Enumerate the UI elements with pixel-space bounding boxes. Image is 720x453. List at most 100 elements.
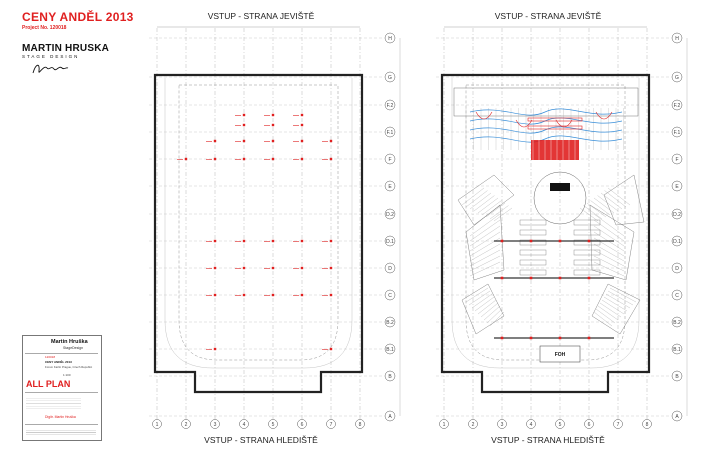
rigging-point — [271, 266, 275, 270]
grid-row-bubble — [671, 316, 683, 328]
rigging-point — [300, 266, 304, 270]
grid-column-bubble — [210, 419, 220, 429]
rigging-point — [271, 139, 275, 143]
lighting-bar — [527, 117, 583, 122]
grid-column-label: 7 — [330, 422, 333, 428]
rigging-point — [213, 293, 217, 297]
seating-row — [607, 290, 634, 306]
grid-row-label: D.1 — [673, 239, 681, 245]
central-platform — [533, 171, 587, 225]
grid-column-label: 1 — [443, 422, 446, 428]
grid-row-label: F.2 — [387, 103, 394, 109]
seating-row — [597, 195, 619, 212]
seating-row — [489, 205, 509, 220]
seating-row — [493, 207, 513, 222]
seating-row — [593, 255, 625, 272]
rigging-point — [184, 157, 188, 161]
grid-row-label: A — [388, 414, 392, 420]
rigging-point — [271, 239, 275, 243]
rigging-point — [213, 239, 217, 243]
grid-column-bubble — [326, 419, 336, 429]
seating-section — [461, 283, 505, 335]
grid-row-bubble — [671, 410, 683, 422]
seating-row — [597, 305, 619, 321]
table-row — [573, 229, 601, 236]
grid-row-bubble — [384, 126, 396, 138]
seating-row — [469, 261, 501, 277]
seating-row — [593, 261, 625, 277]
table-row — [519, 219, 547, 226]
seating-row — [593, 197, 615, 214]
grid-row-label: F — [388, 157, 391, 163]
seating-section — [457, 174, 515, 226]
grid-row-bubble — [671, 71, 683, 83]
seating-row — [604, 190, 627, 208]
grid-row-bubble — [671, 370, 683, 382]
grid-row-bubble — [671, 289, 683, 301]
truss-hang-point — [587, 239, 591, 243]
right-plan: 1 2 3 4 5 6 7 8 H G F.2 F.1 F E D.2 D.1 D C B.2 B.1 B A FOH — [436, 26, 688, 429]
truss-hang-point — [500, 336, 504, 340]
table-row — [519, 229, 547, 236]
grid-row-label: F.1 — [674, 130, 681, 136]
seating-row — [473, 195, 495, 212]
left-bottom-label: VSTUP - STRANA HLEDIŠTĚ — [204, 435, 318, 445]
grid-row-bubble — [671, 99, 683, 111]
rigging-point — [242, 157, 246, 161]
truss-hang-point — [587, 276, 591, 280]
rigging-point — [242, 266, 246, 270]
stamp-scale: 1:100 — [63, 373, 71, 377]
seating-row — [609, 287, 637, 303]
grid-row-bubble — [671, 208, 683, 220]
seating-row — [461, 187, 485, 206]
grid-row-label: G — [675, 75, 679, 81]
table-row — [519, 239, 547, 246]
seating-row — [469, 225, 501, 247]
grid-row-bubble — [384, 99, 396, 111]
seating-row — [469, 243, 501, 262]
rigging-point — [242, 113, 246, 117]
grid-column-bubble — [239, 419, 249, 429]
grid-row-bubble — [384, 32, 396, 44]
grid-row-label: E — [675, 184, 679, 190]
project-number: Project No. 120018 — [22, 25, 67, 31]
rigging-point — [213, 266, 217, 270]
stamp-venue: Forum Karlín Prague, Czech Republic — [45, 365, 93, 369]
grid-row-label: H — [388, 36, 392, 42]
grid-row-bubble — [384, 235, 396, 247]
grid-row-label: D — [388, 266, 392, 272]
rigging-point — [213, 157, 217, 161]
rigging-truss — [469, 126, 623, 134]
grid-row-label: B.2 — [386, 320, 394, 326]
seating-row — [477, 197, 499, 214]
seating-section — [603, 174, 645, 226]
grid-column-bubble — [613, 419, 623, 429]
right-bottom-label: VSTUP - STRANA HLEDIŠTĚ — [491, 435, 605, 445]
grid-column-bubble — [297, 419, 307, 429]
seating-row — [586, 202, 607, 218]
rigging-point — [300, 113, 304, 117]
grid-column-label: 5 — [559, 422, 562, 428]
rigging-truss — [469, 135, 623, 143]
grid-row-label: B.2 — [673, 320, 681, 326]
grid-column-bubble — [268, 419, 278, 429]
seating-row — [465, 190, 488, 208]
seating-row — [480, 302, 499, 318]
lighting-bar — [527, 125, 583, 130]
rigging-point — [242, 139, 246, 143]
grid-column-bubble — [439, 419, 449, 429]
seating-row — [483, 305, 501, 321]
rigging-point — [300, 157, 304, 161]
seating-row — [599, 302, 622, 318]
rigging-point — [329, 157, 333, 161]
grid-column-label: 2 — [472, 422, 475, 428]
truss-hang-point — [558, 276, 562, 280]
rigging-point — [300, 139, 304, 143]
table-row — [573, 249, 601, 256]
grid-column-label: 3 — [214, 422, 217, 428]
grid-row-bubble — [384, 262, 396, 274]
grid-row-bubble — [384, 316, 396, 328]
foh-booth — [539, 345, 581, 363]
grid-row-bubble — [671, 180, 683, 192]
grid-column-label: 2 — [185, 422, 188, 428]
